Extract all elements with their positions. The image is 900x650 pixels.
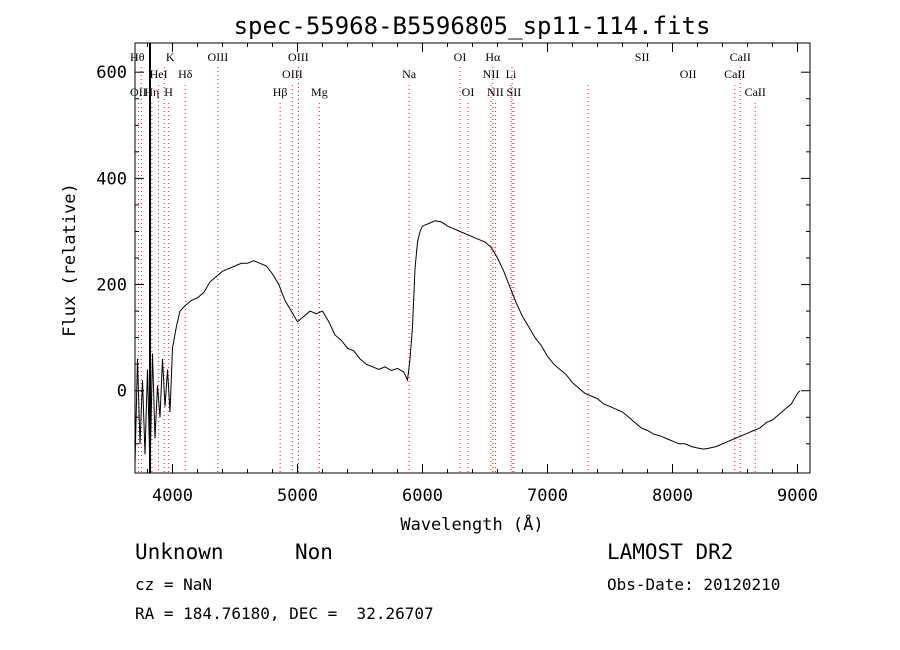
survey-name: LAMOST DR2 [607,540,734,564]
x-tick-label: 9000 [777,486,818,506]
redshift-cz: cz = NaN [135,575,213,594]
axes: 4000 5000 6000 7000 8000 9000 0 200 400 600 [96,43,818,506]
emission-line-label: OII [130,85,147,99]
spectrum-series [134,220,801,471]
object-class: Unknown [135,540,224,564]
x-tick-label: 4000 [152,486,193,506]
emission-line-label: CaII [724,67,745,81]
emission-line-label: Hη [144,85,159,99]
y-tick-label: 0 [117,382,127,402]
plot-frame [134,42,811,474]
object-subclass: Non [295,540,333,564]
x-tick-label: 6000 [402,486,443,506]
y-tick-label: 600 [96,63,127,83]
emission-line-label: OIII [208,50,229,64]
emission-line-label: Hθ [130,50,145,64]
emission-line-label: OII [680,67,697,81]
coordinates: RA = 184.76180, DEC = 32.26707 [135,604,434,623]
emission-line-label: H [164,85,173,99]
y-tick-label: 200 [96,276,127,296]
x-tick-label: 7000 [527,486,568,506]
chart-title: spec-55968-B5596805_sp11-114.fits [234,12,711,40]
emission-line-label: NII [483,67,500,81]
observation-date: Obs-Date: 20120210 [607,575,781,594]
emission-line-label: CaII [730,50,751,64]
emission-line-label: OIII [288,50,309,64]
x-axis-label: Wavelength (Å) [400,513,543,535]
emission-line-label: Hα [485,50,501,64]
y-tick-label: 400 [96,169,127,189]
emission-line-label: HeI [150,67,168,81]
x-tick-label: 8000 [652,486,693,506]
emission-line-label: OIII [282,67,303,81]
emission-line-label: K [166,50,175,64]
emission-line-label: OI [462,85,475,99]
emission-line-label: Hδ [178,67,193,81]
emission-line-label: SII [507,85,522,99]
emission-line-label: OI [454,50,467,64]
emission-line-label: SII [635,50,650,64]
emission-line-label: NII [487,85,504,99]
emission-line-label: CaII [745,85,766,99]
x-tick-label: 5000 [277,486,318,506]
y-axis-label: Flux (relative) [60,183,80,337]
emission-line-label: Hβ [273,85,288,99]
emission-line-label: Mg [311,85,328,99]
emission-line-label: Li [506,67,517,81]
emission-line-label: Na [402,67,417,81]
